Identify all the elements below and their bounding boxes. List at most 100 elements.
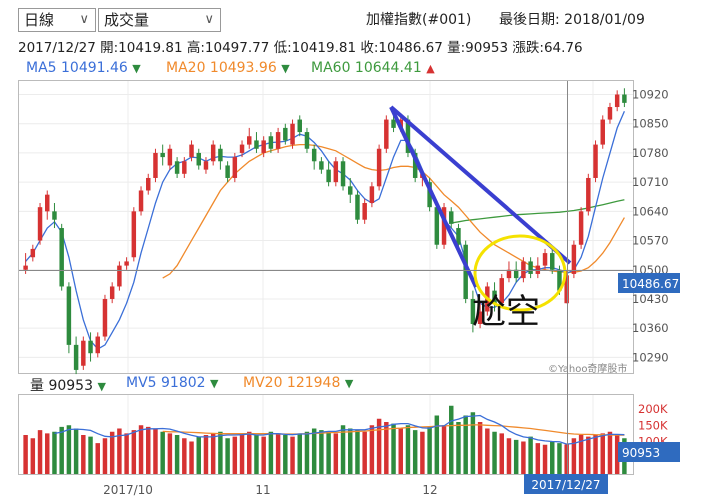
volume-bar (571, 438, 577, 474)
volume-bar (434, 415, 440, 474)
candle-body (146, 177, 151, 191)
ma5-down-icon: ▼ (132, 62, 141, 75)
candle-body (167, 148, 173, 166)
candle-body (456, 228, 461, 245)
candle-body (557, 269, 562, 291)
candle-body (348, 186, 353, 195)
candle-body (521, 261, 526, 279)
period-select[interactable]: 日線 ∨ (18, 8, 96, 32)
volume-bar (420, 431, 425, 474)
candle-body (535, 265, 541, 274)
volume-bar (427, 426, 432, 474)
volume-bar (506, 438, 512, 474)
volume-bar (311, 428, 317, 474)
crosshair-price-tag: 10486.67 (622, 277, 679, 291)
volume-bar (499, 433, 504, 474)
candle-body (225, 165, 230, 178)
volume-legend-text: 量 90953 (30, 378, 93, 394)
candle-body (463, 244, 468, 299)
candle-body (470, 298, 476, 325)
volume-bar (109, 431, 115, 474)
volume-bar (376, 418, 382, 474)
price-tick-label: 10360 (632, 321, 669, 335)
volume-bar (521, 441, 526, 474)
candle-body (66, 286, 72, 345)
crosshair-date-tag: 2017/12/27 (531, 478, 600, 492)
candle-body (384, 119, 389, 149)
volume-bar (153, 428, 158, 474)
volume-bar (117, 428, 122, 474)
volume-bar (449, 405, 454, 474)
ma5-legend: MA5 10491.46 ▼ (26, 60, 141, 76)
candle-body (268, 136, 274, 149)
candle-body (369, 186, 375, 204)
candle-body (45, 194, 50, 212)
volume-bar (297, 433, 302, 474)
candle-body (311, 148, 317, 162)
candle-body (88, 340, 93, 354)
chevron-down-icon: ∨ (79, 12, 89, 27)
candle-body (499, 278, 504, 304)
mv5-down-icon: ▼ (210, 377, 219, 390)
volume-bar (203, 435, 209, 474)
candle-body (593, 144, 598, 178)
candle-body (434, 207, 440, 245)
crosshair-volume-tag-bg (618, 442, 680, 462)
volume-bar (138, 425, 144, 474)
candle-body (275, 132, 281, 149)
downtrend-line-shallow (389, 105, 572, 265)
volume-tick-label: 150K (638, 418, 668, 432)
volume-legend: 量 90953 ▼ (30, 375, 106, 395)
volume-bar (196, 436, 201, 474)
candle-body (52, 211, 57, 220)
candle-body (391, 119, 396, 128)
volume-tick-label: 200K (638, 402, 668, 416)
volume-bar (586, 436, 591, 474)
volume-bar (550, 441, 555, 474)
volume-bar (412, 430, 418, 474)
volume-bar (225, 438, 230, 474)
mv20-down-icon: ▼ (344, 377, 354, 390)
candle-body (102, 298, 108, 337)
candle-body (81, 340, 86, 366)
indicator-select[interactable]: 成交量 ∨ (98, 8, 221, 32)
period-select-value: 日線 (24, 11, 55, 29)
candle-body (614, 94, 620, 108)
price-tick-label: 10850 (632, 117, 669, 131)
candle-body (117, 265, 122, 287)
candle-body (622, 94, 627, 103)
candle-body (355, 194, 360, 220)
volume-bar (182, 438, 187, 474)
candle-body (441, 207, 447, 245)
candle-body (59, 228, 64, 287)
candle-body (542, 253, 548, 266)
volume-bar (268, 431, 274, 474)
price-tick-label: 10780 (632, 146, 669, 160)
candle-body (449, 211, 454, 224)
volume-bar (362, 431, 367, 474)
volume-bar (405, 425, 411, 474)
volume-bar (535, 443, 541, 474)
volume-bar (326, 431, 331, 474)
volume-bar (528, 436, 533, 474)
candle-body (304, 132, 310, 149)
volume-bar (102, 438, 108, 474)
index-title: 加權指數(#001) (366, 12, 472, 28)
candle-body (333, 161, 339, 183)
candle-body (247, 136, 252, 145)
volume-bar (485, 428, 490, 474)
volume-bar (167, 433, 173, 474)
volume-bar (160, 431, 165, 474)
crosshair-date-tag-bg (524, 474, 608, 494)
volume-average-lines (54, 414, 625, 445)
volume-bar (456, 422, 461, 474)
price-tick-label: 10640 (632, 204, 669, 218)
volume-bar (59, 426, 64, 474)
last-date: 最後日期: 2018/01/09 (499, 12, 645, 28)
volume-bar (593, 435, 598, 474)
candle-body (131, 211, 137, 258)
ohlc-info: 2017/12/27 開:10419.81 高:10497.77 低:10419… (18, 40, 583, 56)
volume-bar (470, 412, 476, 474)
